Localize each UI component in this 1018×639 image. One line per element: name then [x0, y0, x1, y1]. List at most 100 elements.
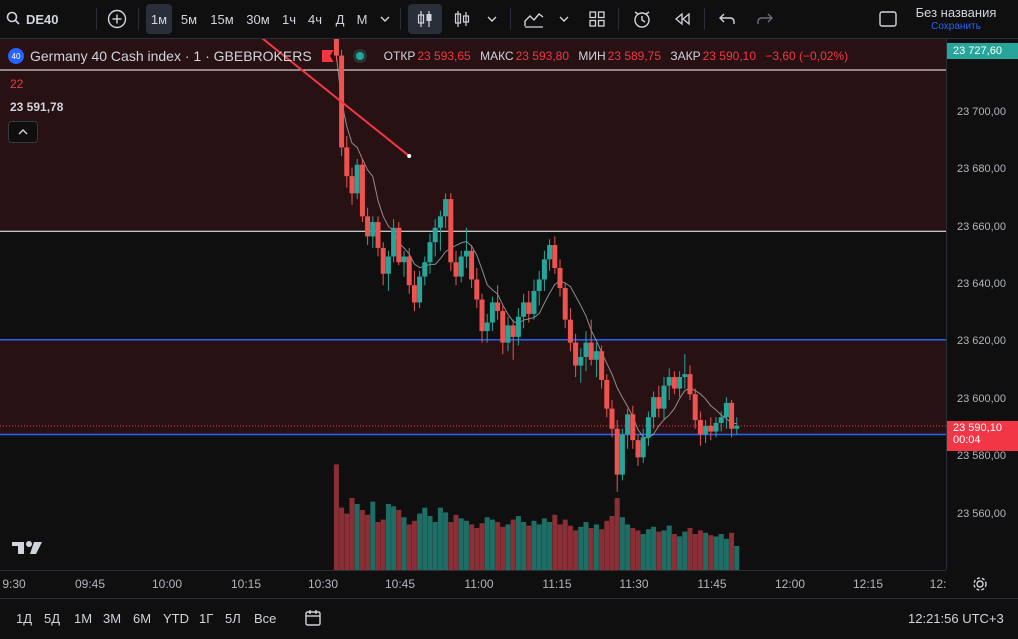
time-scale[interactable]: 9:30 09:45 10:00 10:15 10:30 10:45 11:00…	[0, 570, 946, 597]
candle-body	[359, 164, 365, 217]
range-1d[interactable]: 1Д	[16, 611, 33, 626]
volume-bar	[375, 522, 381, 570]
undo-button[interactable]	[714, 0, 740, 38]
clock-timezone[interactable]: 12:21:56 UTC+3	[908, 611, 1004, 626]
chart-pane[interactable]	[0, 39, 946, 570]
chevron-down-icon	[380, 16, 390, 22]
bottom-toolbar: 1Д 5Д 1М 3М 6М YTD 1Г 5Л Все 12:21:56 UT…	[0, 598, 1018, 639]
price-scale[interactable]: 23 727,60 23 700,00 23 680,00 23 660,00 …	[946, 39, 1018, 570]
time-label: 10:45	[384, 577, 416, 591]
templates-button[interactable]	[584, 0, 610, 38]
volume-bar	[500, 526, 506, 570]
candle-body	[640, 437, 646, 458]
date-range-button[interactable]	[304, 609, 322, 630]
volume-bar	[609, 516, 615, 570]
volume-bar	[541, 518, 547, 570]
volume-bar	[723, 538, 729, 570]
candle-body	[443, 199, 449, 217]
range-all[interactable]: Все	[254, 611, 277, 626]
interval-1m[interactable]: 1м	[146, 4, 172, 34]
candle-body	[484, 322, 490, 332]
volume-bar	[677, 536, 683, 570]
range-5d[interactable]: 5Д	[44, 611, 61, 626]
candle-body	[432, 227, 438, 243]
range-1y[interactable]: 1Г	[199, 611, 214, 626]
market-status-icon	[355, 52, 364, 60]
volume-bar	[385, 504, 391, 570]
interval-month[interactable]: М	[356, 11, 368, 27]
candle-body	[463, 250, 469, 257]
price-chart[interactable]	[0, 39, 946, 570]
rewind-icon	[674, 12, 690, 26]
indicators-button[interactable]	[450, 0, 474, 38]
candle-body	[645, 417, 651, 438]
price-label: 23 580,00	[957, 450, 1006, 462]
redo-button[interactable]	[752, 0, 778, 38]
range-ytd[interactable]: YTD	[163, 611, 189, 626]
candle-body	[671, 377, 677, 389]
interval-1h[interactable]: 1ч	[281, 11, 296, 27]
redo-icon	[757, 13, 773, 24]
candle-body	[609, 408, 615, 429]
candle-body	[479, 299, 485, 332]
candle-body	[703, 425, 709, 435]
candle-body	[500, 311, 506, 343]
collapse-legend-button[interactable]	[8, 121, 38, 143]
layout-name[interactable]: Без названия Сохранить	[915, 5, 997, 32]
gear-icon	[973, 577, 987, 591]
legend-title[interactable]: Germany 40 Cash index · 1 · GBEBROKERS	[30, 48, 312, 64]
layout-square-icon	[879, 11, 897, 27]
interval-15m[interactable]: 15м	[210, 11, 234, 27]
symbol-search[interactable]: DE40	[6, 0, 76, 38]
compare-add-button[interactable]	[104, 0, 130, 38]
candle-body	[515, 316, 521, 337]
interval-30m[interactable]: 30м	[246, 11, 270, 27]
interval-4h[interactable]: 4ч	[307, 11, 322, 27]
volume-bar	[380, 519, 386, 570]
volume-bar	[666, 525, 672, 570]
candle-body	[505, 325, 511, 343]
volume-bar	[614, 498, 620, 570]
range-3m[interactable]: 3М	[103, 611, 122, 626]
time-label: 11:30	[619, 577, 649, 591]
indicator-value: 23 591,78	[10, 100, 64, 114]
candle-body	[682, 374, 688, 378]
trend-line-anchor	[407, 154, 412, 159]
time-label: 12:	[929, 577, 947, 591]
interval-dropdown[interactable]	[376, 0, 394, 38]
candle-body	[385, 256, 391, 274]
chart-style-button[interactable]	[520, 0, 548, 38]
interval-day[interactable]: Д	[335, 11, 345, 27]
candle-body	[614, 428, 620, 475]
price-label: 23 560,00	[957, 508, 1006, 520]
range-6m[interactable]: 6М	[133, 611, 152, 626]
volume-bar	[531, 520, 537, 570]
interval-5m[interactable]: 5м	[180, 11, 198, 27]
chart-type-button[interactable]	[408, 4, 442, 34]
layout-button[interactable]	[874, 0, 902, 38]
candle-body	[370, 222, 376, 237]
range-5y[interactable]: 5Л	[225, 611, 241, 626]
candle-body	[625, 414, 631, 435]
candle-body	[354, 164, 360, 194]
volume-bar	[526, 525, 532, 570]
indicators-dropdown[interactable]	[484, 0, 500, 38]
volume-bar	[396, 510, 402, 570]
time-label: 10:30	[307, 577, 339, 591]
chart-style-dropdown[interactable]	[556, 0, 572, 38]
volume-bar	[474, 528, 480, 570]
candle-body	[578, 356, 584, 366]
alert-button[interactable]	[628, 0, 656, 38]
tradingview-logo[interactable]	[12, 540, 46, 559]
range-1m[interactable]: 1М	[74, 611, 93, 626]
volume-bar	[552, 514, 558, 570]
time-label: 11:15	[542, 577, 572, 591]
candle-body	[469, 250, 475, 280]
replay-button[interactable]	[668, 0, 696, 38]
grid-icon	[589, 11, 605, 27]
candle-body	[562, 288, 568, 320]
candle-body	[411, 285, 417, 303]
search-icon	[6, 11, 20, 28]
candle-body	[734, 425, 740, 429]
settings-button[interactable]	[972, 576, 988, 595]
